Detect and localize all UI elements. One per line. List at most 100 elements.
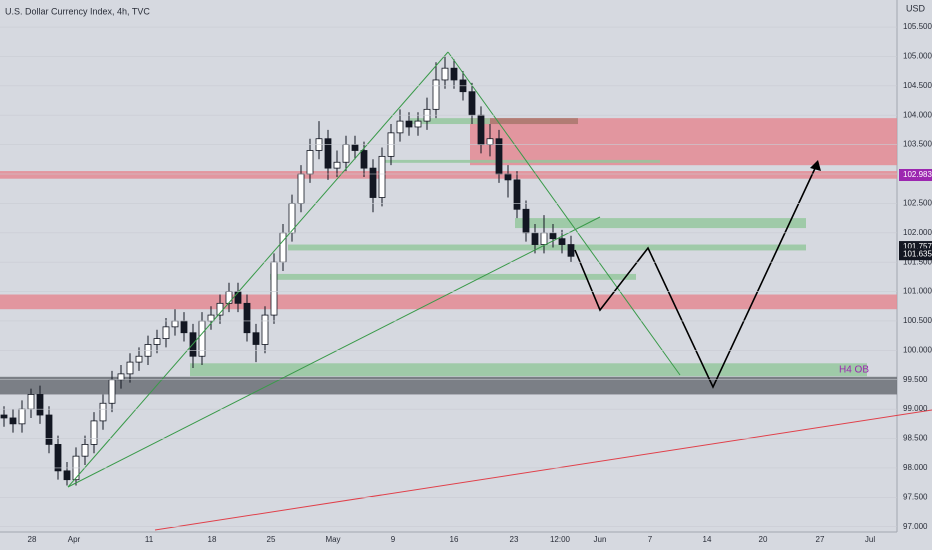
candle-body	[333, 161, 341, 169]
candle-body	[270, 261, 278, 316]
candle-body	[243, 302, 251, 334]
candle-body	[558, 238, 566, 245]
x-tick-label: 27	[816, 535, 825, 544]
candle-body	[180, 320, 188, 334]
arrow-head	[810, 160, 821, 171]
x-tick-label: May	[325, 535, 340, 544]
trend-line	[67, 51, 449, 488]
y-tick-label: 104.500	[903, 81, 932, 90]
price-label-box	[899, 248, 932, 261]
candle-body	[549, 232, 557, 240]
x-tick-label: Jul	[865, 535, 875, 544]
x-tick-label: 7	[648, 535, 653, 544]
y-tick-label: 105.000	[903, 52, 932, 61]
candle-body	[279, 232, 287, 263]
candle-body	[531, 232, 539, 245]
candle-body	[252, 332, 260, 345]
price-label-box	[899, 169, 932, 182]
candle-body	[171, 320, 179, 328]
x-tick-label: 28	[28, 535, 37, 544]
candle-body	[450, 67, 458, 81]
y-unit: USD	[906, 3, 926, 13]
x-tick-label: 14	[703, 535, 712, 544]
y-tick-label: 102.500	[903, 199, 932, 208]
y-tick-label: 98.500	[903, 434, 928, 443]
x-tick-label: 9	[391, 535, 396, 544]
price-label: 102.983	[903, 170, 932, 179]
x-tick-label: Jun	[594, 535, 607, 544]
candle-body	[468, 91, 476, 116]
projection-path	[574, 161, 819, 389]
zones: H4 OB	[0, 118, 897, 395]
candle-body	[198, 320, 206, 357]
candle-body	[45, 414, 53, 445]
candle-body	[504, 173, 512, 181]
candle-body	[297, 173, 305, 204]
x-tick-label: 12:00	[550, 535, 571, 544]
zone	[515, 218, 806, 229]
zone	[190, 363, 867, 377]
zone	[0, 294, 897, 310]
candle-body	[405, 120, 413, 128]
candle-body	[9, 417, 17, 425]
candle-body	[36, 394, 44, 416]
x-tick-label: 20	[759, 535, 768, 544]
price-label: 101.635	[903, 249, 932, 258]
candle-body	[324, 138, 332, 169]
y-tick-label: 97.000	[903, 522, 928, 531]
x-tick-label: 16	[450, 535, 459, 544]
candle-body	[369, 167, 377, 198]
y-tick-label: 101.000	[903, 287, 932, 296]
candle-body	[0, 414, 8, 419]
zone-label: H4 OB	[839, 364, 869, 375]
candle-body	[360, 150, 368, 169]
zone	[470, 118, 897, 166]
candle-body	[153, 338, 161, 345]
candle-body	[126, 361, 134, 375]
candle-body	[513, 179, 521, 210]
candle-body	[396, 120, 404, 134]
candle-body	[261, 314, 269, 345]
candle-body	[486, 138, 494, 146]
candle-body	[441, 67, 449, 81]
candle-body	[117, 373, 125, 381]
zone	[0, 376, 897, 395]
x-tick-label: 23	[510, 535, 519, 544]
candle-body	[378, 155, 386, 198]
y-tick-label: 97.500	[903, 492, 928, 501]
candle-body	[342, 144, 350, 163]
candle-body	[63, 470, 71, 481]
candle-body	[495, 138, 503, 175]
y-tick-label: 98.000	[903, 463, 928, 472]
zone	[0, 171, 897, 179]
candle-body	[81, 444, 89, 457]
candle-body	[90, 420, 98, 445]
y-tick-label: 105.500	[903, 22, 932, 31]
y-tick-label: 101.500	[903, 257, 932, 266]
candle-body	[540, 232, 548, 245]
candle-body	[108, 379, 116, 404]
candle-body	[567, 244, 575, 257]
candle-body	[99, 402, 107, 422]
y-tick-label: 103.500	[903, 140, 932, 149]
x-tick-label: 18	[208, 535, 217, 544]
y-tick-label: 99.500	[903, 375, 928, 384]
trend-line	[154, 409, 932, 531]
x-tick-label: 25	[267, 535, 276, 544]
zone	[383, 159, 660, 163]
y-tick-label: 100.500	[903, 316, 932, 325]
candle-body	[27, 394, 35, 410]
y-tick-label: 99.000	[903, 404, 928, 413]
chart-title: U.S. Dollar Currency Index, 4h, TVC	[5, 6, 150, 16]
trend-line	[447, 51, 681, 376]
zone	[410, 118, 490, 125]
candle-body	[225, 291, 233, 304]
axis: 97.000 97.500 98.000 98.500 99.000 99.500 100.…	[0, 22, 932, 544]
candle-body	[54, 444, 62, 472]
candle-body	[414, 120, 422, 128]
candle-body	[432, 79, 440, 110]
y-tick-label: 104.000	[903, 110, 932, 119]
candle-body	[477, 114, 485, 146]
y-tick-label: 100.000	[903, 345, 932, 354]
candle-body	[234, 291, 242, 304]
